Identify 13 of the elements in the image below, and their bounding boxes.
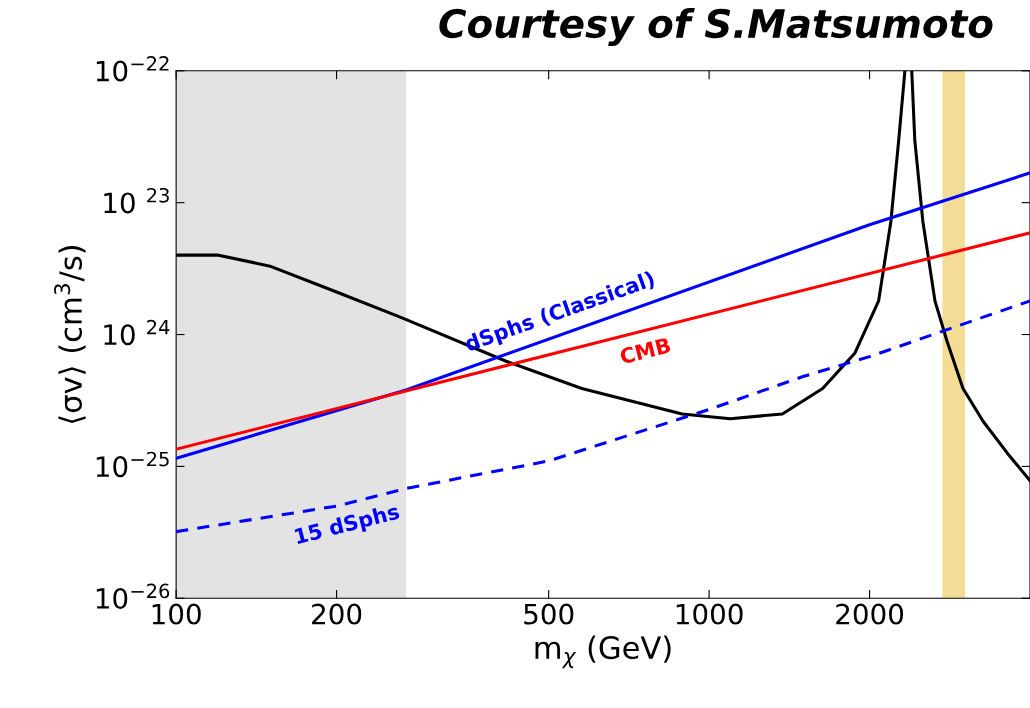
text: CMB (619, 337, 671, 365)
x-tick-label: 1000 (676, 603, 743, 625)
x-tick-label: 2000 (836, 603, 904, 625)
y-tick-label: 10 $^{23}$ (104, 187, 169, 214)
x-axis-title: m$_{χ}$ (GeV) (535, 635, 671, 669)
text: 15 dSphs (294, 502, 401, 549)
x-tick-label: 500 (524, 603, 574, 625)
y-tick-label: 10$^{−22}$ (96, 56, 169, 82)
y-axis-title: ⟨σv⟩ (cm$^{3}$/s) (54, 246, 86, 424)
y-tick-label: 10 $^{24}$ (104, 319, 170, 346)
y-tick-label: 10$^{−25}$ (96, 451, 169, 478)
x-tick-label: 200 (312, 603, 362, 625)
text: Courtesy of S.Matsumoto (439, 8, 993, 47)
